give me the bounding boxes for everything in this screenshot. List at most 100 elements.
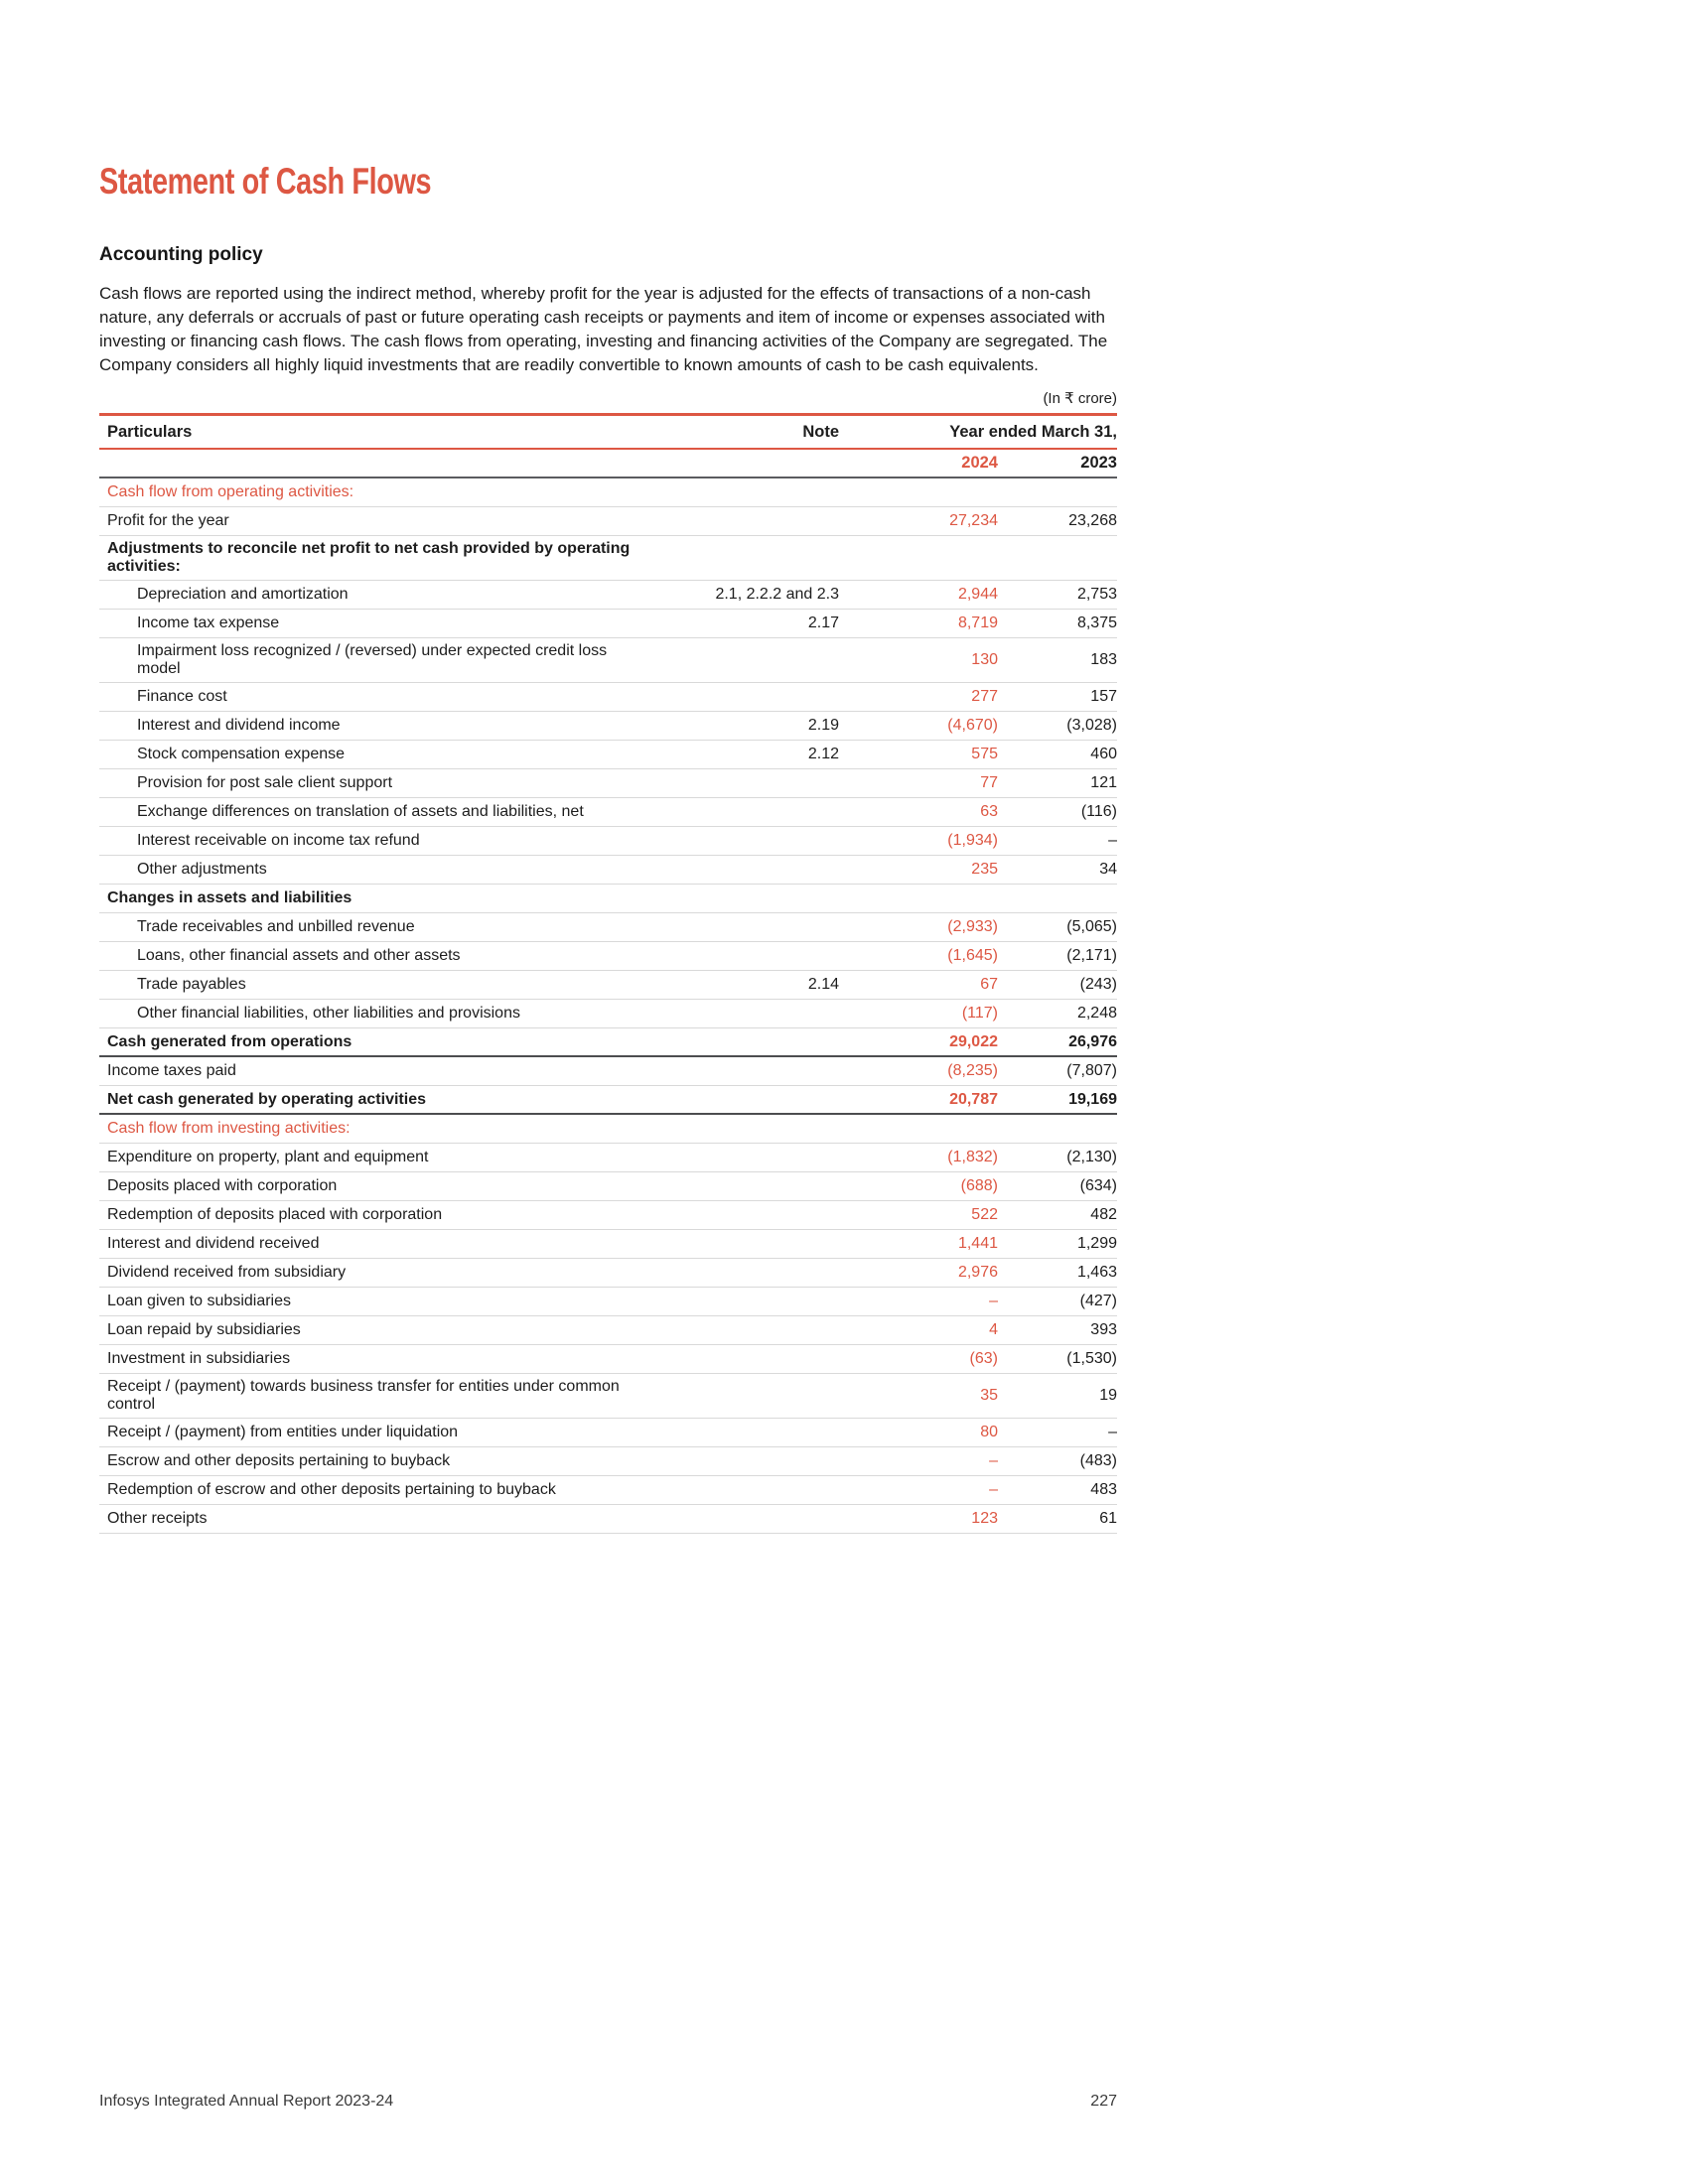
row-value-2023 [998, 554, 1117, 562]
row-label: Cash generated from operations [107, 1032, 352, 1050]
row-value-2023: 2,753 [1076, 586, 1117, 603]
row-label: Stock compensation expense [137, 746, 346, 762]
row-value-2024: (63) [969, 1350, 998, 1367]
row-value-2024: 575 [971, 746, 998, 762]
row-note [660, 866, 839, 874]
row-value-2023: 26,976 [1068, 1032, 1117, 1050]
row-label: Interest receivable on income tax refund [137, 832, 420, 849]
row-label: Deposits placed with corporation [107, 1177, 338, 1194]
row-label: Changes in assets and liabilities [107, 889, 352, 906]
page-footer: Infosys Integrated Annual Report 2023-24… [99, 2093, 1117, 2111]
row-note [660, 554, 839, 562]
table-row: Depreciation and amortization 2.1, 2.2.2 … [99, 581, 1117, 610]
row-note: 2.14 [807, 976, 839, 993]
row-value-2023 [998, 894, 1117, 902]
row-note [660, 1182, 839, 1190]
col-header-note: Note [802, 422, 839, 441]
row-value-2023: 61 [1099, 1510, 1117, 1527]
row-value-2023: 183 [1090, 651, 1117, 668]
row-value-2024: 1,441 [957, 1235, 998, 1252]
table-row: Provision for post sale client support 77… [99, 769, 1117, 798]
row-value-2023: 1,299 [1076, 1235, 1117, 1252]
row-value-2024: 29,022 [949, 1032, 998, 1050]
row-value-2024: (8,235) [947, 1062, 998, 1079]
row-note [660, 488, 839, 496]
row-note [660, 1392, 839, 1400]
row-note [660, 1457, 839, 1465]
row-value-2023: 157 [1090, 688, 1117, 705]
table-header-row: Particulars Note Year ended March 31, [99, 416, 1117, 450]
row-label: Escrow and other deposits pertaining to … [107, 1452, 451, 1469]
row-label: Other adjustments [137, 861, 267, 878]
accounting-policy-paragraph: Cash flows are reported using the indire… [99, 284, 1108, 374]
table-row: Changes in assets and liabilities [99, 885, 1117, 913]
row-value-2024: (688) [960, 1177, 998, 1194]
row-value-2024: – [989, 1293, 998, 1309]
row-value-2023: – [1108, 832, 1117, 849]
row-note: 2.1, 2.2.2 and 2.3 [715, 586, 839, 603]
footer-report-title: Infosys Integrated Annual Report 2023-24 [99, 2093, 394, 2110]
row-value-2023: (5,065) [1066, 918, 1117, 935]
row-note [660, 1211, 839, 1219]
row-label: Loan given to subsidiaries [107, 1293, 292, 1309]
row-label: Interest and dividend income [137, 717, 341, 734]
row-note [660, 952, 839, 960]
row-label: Cash flow from investing activities: [107, 1120, 351, 1137]
row-note [660, 808, 839, 816]
table-row: Trade receivables and unbilled revenue (2… [99, 913, 1117, 942]
row-label: Other receipts [107, 1510, 208, 1527]
table-row: Net cash generated by operating activiti… [99, 1086, 1117, 1115]
row-value-2023: (116) [1080, 803, 1117, 820]
col-header-particulars: Particulars [107, 422, 193, 441]
table-row: Investment in subsidiaries (63) (1,530) [99, 1345, 1117, 1374]
row-value-2024: (1,645) [947, 947, 998, 964]
row-label: Interest and dividend received [107, 1235, 320, 1252]
row-note [660, 1326, 839, 1334]
col-header-year-ended: Year ended March 31, [949, 422, 1117, 441]
row-label: Receipt / (payment) from entities under … [107, 1424, 459, 1440]
row-note [660, 1355, 839, 1363]
row-value-2023: (1,530) [1066, 1350, 1117, 1367]
row-value-2023: (3,028) [1066, 717, 1117, 734]
row-note [660, 779, 839, 787]
row-note [660, 1486, 839, 1494]
row-label: Impairment loss recognized / (reversed) … [137, 642, 608, 677]
row-value-2023: 483 [1090, 1481, 1117, 1498]
row-note [660, 1515, 839, 1523]
row-value-2024: (2,933) [947, 918, 998, 935]
row-value-2024: – [989, 1481, 998, 1498]
row-value-2024: 130 [971, 651, 998, 668]
row-note: 2.17 [807, 614, 839, 631]
table-row: Other receipts 123 61 [99, 1505, 1117, 1534]
row-note [660, 1429, 839, 1436]
row-value-2023: 19 [1099, 1387, 1117, 1404]
row-value-2024 [839, 1125, 998, 1133]
row-label: Trade receivables and unbilled revenue [137, 918, 415, 935]
page-content: Statement of Cash Flows Accounting polic… [99, 161, 1117, 1534]
row-value-2024: 8,719 [957, 614, 998, 631]
row-note [660, 894, 839, 902]
table-row: Adjustments to reconcile net profit to n… [99, 536, 1117, 581]
row-note [660, 1297, 839, 1305]
row-value-2024 [839, 554, 998, 562]
row-value-2024: 77 [980, 774, 998, 791]
table-row: Receipt / (payment) from entities under … [99, 1419, 1117, 1447]
row-value-2023: (634) [1079, 1177, 1117, 1194]
row-value-2023: 23,268 [1068, 512, 1117, 529]
row-value-2023: (427) [1079, 1293, 1117, 1309]
table-row: Cash flow from investing activities: [99, 1115, 1117, 1144]
col-header-2024: 2024 [961, 454, 998, 472]
row-label: Other financial liabilities, other liabi… [137, 1005, 520, 1022]
row-value-2024: 27,234 [949, 512, 998, 529]
row-note [660, 656, 839, 664]
row-label: Trade payables [137, 976, 246, 993]
row-note [660, 1269, 839, 1277]
table-row: Escrow and other deposits pertaining to … [99, 1447, 1117, 1476]
row-note [660, 837, 839, 845]
row-value-2024: 63 [980, 803, 998, 820]
row-label: Income tax expense [137, 614, 280, 631]
row-value-2024: 2,944 [957, 586, 998, 603]
row-note [660, 1154, 839, 1161]
row-value-2023 [998, 1125, 1117, 1133]
